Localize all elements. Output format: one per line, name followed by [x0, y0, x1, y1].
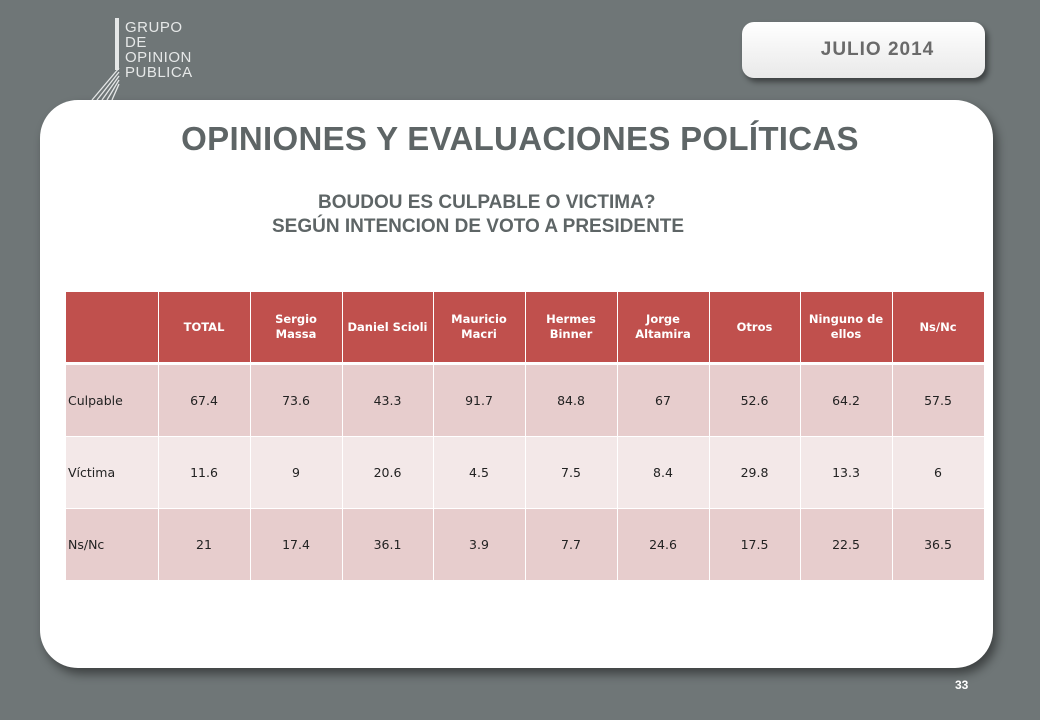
table-cell: 22.5: [800, 508, 893, 581]
column-header: Ns/Nc: [892, 292, 985, 365]
subtitle-line-1: BOUDOU ES CULPABLE O VICTIMA?: [318, 192, 656, 213]
table-cell: 43.3: [342, 363, 434, 437]
table-row: Ns/Nc 21 17.4 36.1 3.9 7.7 24.6 17.5 22.…: [66, 508, 985, 581]
table-cell: 24.6: [617, 508, 710, 581]
column-header: Mauricio Macri: [433, 292, 526, 365]
page-subtitle: BOUDOU ES CULPABLE O VICTIMA? SEGÚN INTE…: [0, 191, 1040, 239]
logo-text: GRUPO DE OPINION PUBLICA: [125, 20, 193, 80]
page-title: OPINIONES Y EVALUACIONES POLÍTICAS: [181, 120, 859, 157]
table-cell: 67.4: [158, 363, 251, 437]
table-cell: 17.4: [250, 508, 343, 581]
table-cell: 52.6: [709, 363, 801, 437]
logo-mark-icon: [91, 18, 120, 101]
table-cell: 20.6: [342, 436, 434, 509]
table-cell: 3.9: [433, 508, 526, 581]
column-header: Otros: [709, 292, 801, 365]
column-header: Jorge Altamira: [617, 292, 710, 365]
date-text: JULIO 2014: [820, 39, 935, 60]
row-label: Víctima: [66, 436, 159, 509]
table-cell: 9: [250, 436, 343, 509]
column-header: Sergio Massa: [250, 292, 343, 365]
table-cell: 84.8: [525, 363, 618, 437]
results-table: TOTAL Sergio Massa Daniel Scioli Maurici…: [66, 292, 985, 581]
logo-line: OPINION: [125, 49, 192, 66]
table-cell: 8.4: [617, 436, 710, 509]
subtitle-line-2: SEGÚN INTENCION DE VOTO A PRESIDENTE: [272, 216, 685, 237]
table-cell: 29.8: [709, 436, 801, 509]
table-cell: 17.5: [709, 508, 801, 581]
logo-line: PUBLICA: [125, 64, 193, 81]
table-cell: 36.5: [892, 508, 985, 581]
page-number: 33: [955, 678, 969, 692]
table-cell: 64.2: [800, 363, 893, 437]
table-cell: 4.5: [433, 436, 526, 509]
table-cell: 7.7: [525, 508, 618, 581]
table-cell: 36.1: [342, 508, 434, 581]
column-header: Hermes Binner: [525, 292, 618, 365]
table-cell: 6: [892, 436, 985, 509]
logo-line: GRUPO: [125, 19, 183, 36]
table-cell: 73.6: [250, 363, 343, 437]
column-header: TOTAL: [158, 292, 251, 365]
table-cell: 67: [617, 363, 710, 437]
column-header: Ninguno de ellos: [800, 292, 893, 365]
column-header: Daniel Scioli: [342, 292, 434, 365]
table-header-row: TOTAL Sergio Massa Daniel Scioli Maurici…: [66, 292, 985, 365]
row-label: Culpable: [66, 363, 159, 437]
table-row: Culpable 67.4 73.6 43.3 91.7 84.8 67 52.…: [66, 363, 985, 437]
table-cell: 57.5: [892, 363, 985, 437]
logo: GRUPO DE OPINION PUBLICA: [88, 14, 218, 104]
column-header: [66, 292, 159, 365]
table-cell: 7.5: [525, 436, 618, 509]
date-badge: JULIO 2014: [742, 22, 985, 78]
table-cell: 21: [158, 508, 251, 581]
table-row: Víctima 11.6 9 20.6 4.5 7.5 8.4 29.8 13.…: [66, 436, 985, 509]
table-cell: 91.7: [433, 363, 526, 437]
table-cell: 11.6: [158, 436, 251, 509]
table-cell: 13.3: [800, 436, 893, 509]
row-label: Ns/Nc: [66, 508, 159, 581]
logo-line: DE: [125, 34, 147, 51]
